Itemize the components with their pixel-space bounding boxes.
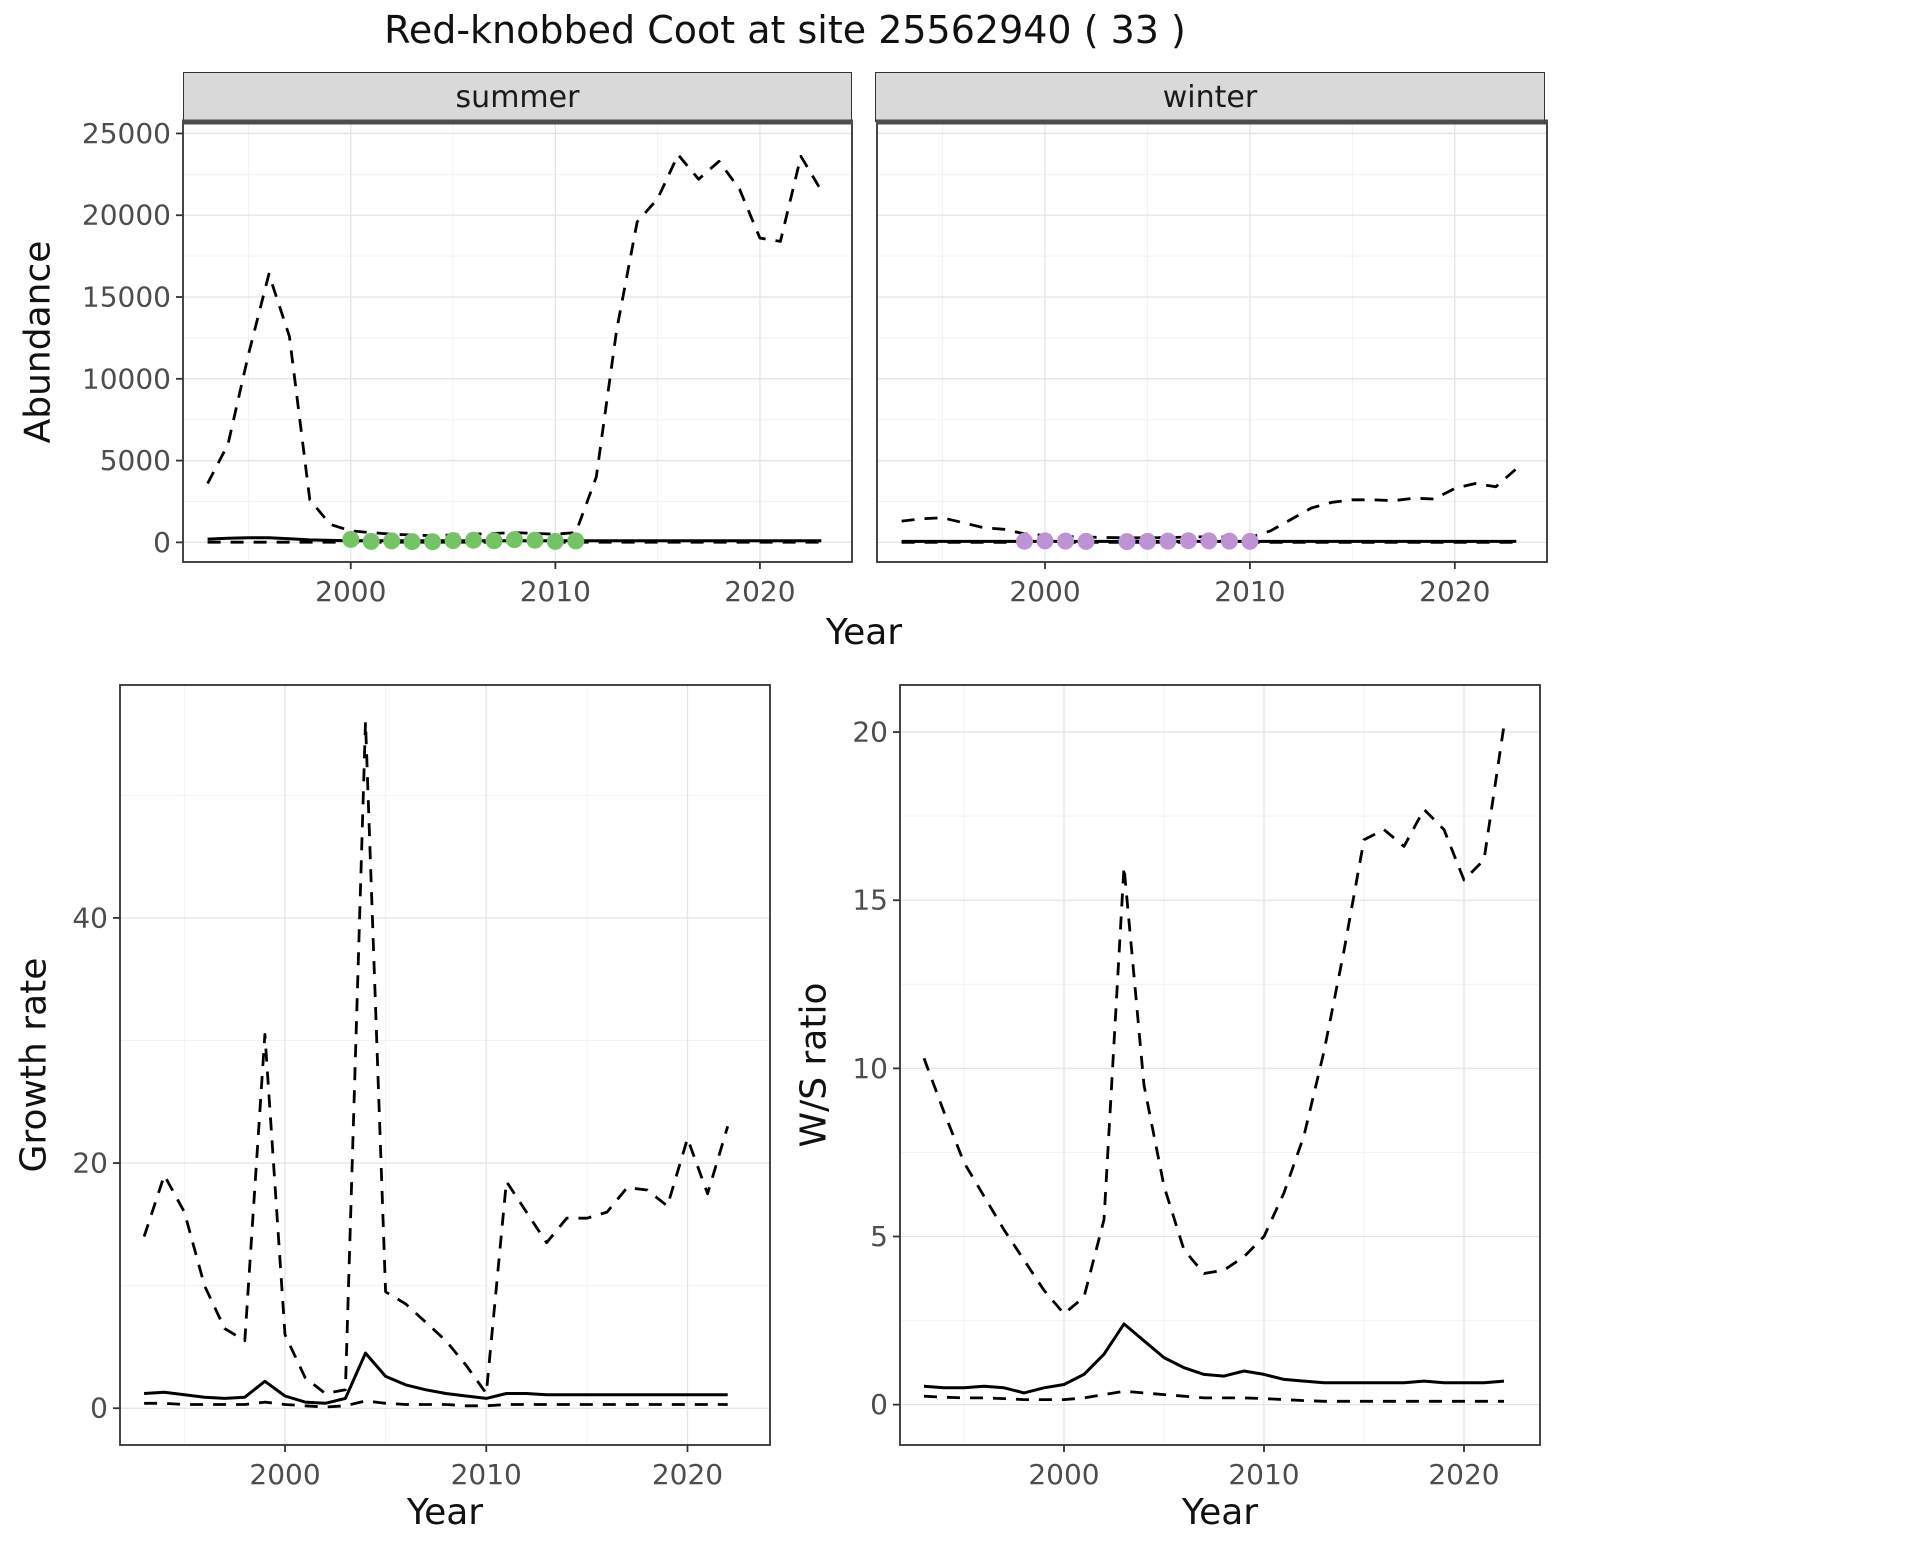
abundance-summer-observed-counts-point (567, 532, 585, 550)
ws-ratio-y-tick-label: 5 (870, 1220, 888, 1253)
abundance-winter-x-tick-label: 2020 (1419, 575, 1490, 608)
ws-ratio-x-axis-title: Year (1181, 1492, 1259, 1533)
ws-ratio-chart: 2000 2010 2020 0 5 10 15 20 (830, 678, 1555, 1512)
abundance-summer-x-tick-label: 2000 (315, 575, 386, 608)
abundance-winter-observed-counts-point (1118, 533, 1136, 551)
abundance-axis-title: Abundance (17, 240, 59, 444)
abundance-winter-chart: 2000 2010 2020 (875, 115, 1555, 619)
abundance-summer-upper-ci-line (206, 153, 823, 538)
abundance-summer-y-tick-label: 15000 (82, 281, 171, 314)
abundance-winter-observed-counts-point (1016, 532, 1033, 550)
abundance-winter-observed-counts-point (1139, 532, 1156, 550)
abundance-summer-observed-counts-point (342, 530, 360, 548)
growth-rate-panel-background (120, 685, 770, 1445)
ws-ratio-mean-line (923, 1322, 1505, 1395)
abundance-summer-observed-counts-point (383, 532, 401, 550)
abundance-summer-y-tick-label: 0 (153, 526, 171, 559)
ws-ratio-x-tick-label: 2020 (1428, 1458, 1499, 1491)
abundance-winter-observed-counts-point (1159, 532, 1177, 550)
abundance-summer-y-tick-label: 5000 (100, 444, 171, 477)
facet-strip-summer: summer (183, 72, 852, 122)
ws-ratio-axis-title: W/S ratio (793, 982, 835, 1148)
ws-ratio-y-tick-label: 20 (852, 716, 888, 749)
growth-rate-x-tick-label: 2020 (652, 1458, 723, 1491)
abundance-summer-observed-counts-point (485, 532, 503, 550)
abundance-summer-y-tick-label: 10000 (82, 362, 171, 395)
abundance-winter-observed-counts-point (1241, 532, 1259, 550)
abundance-winter-x-tick-label: 2000 (1009, 575, 1080, 608)
abundance-summer-x-tick-label: 2020 (724, 575, 795, 608)
growth-rate-y-tick-label: 20 (72, 1147, 108, 1180)
ws-ratio-x-tick-label: 2010 (1228, 1458, 1299, 1491)
abundance-summer-observed-counts-point (403, 533, 421, 551)
growth-rate-upper-ci-line (142, 720, 730, 1395)
abundance-winter-svg: 2000 2010 2020 (876, 119, 1548, 608)
facet-strip-summer-label: summer (455, 79, 580, 115)
growth-rate-lower-ci-line (144, 1399, 728, 1409)
ws-ratio-x-tick-label: 2000 (1028, 1458, 1099, 1491)
abundance-summer-observed-counts-point (546, 532, 564, 550)
growth-rate-x-tick-label: 2000 (249, 1458, 320, 1491)
ws-ratio-y-tick-label: 0 (870, 1388, 888, 1421)
growth-rate-chart: 2000 2010 2020 0 20 40 (50, 678, 780, 1512)
growth-rate-mean-line (144, 1351, 728, 1405)
abundance-summer-observed-counts-point (526, 531, 544, 549)
facet-strip-winter-label: winter (1162, 79, 1258, 115)
abundance-winter-observed-counts-point (1036, 532, 1054, 550)
abundance-summer-observed-counts-point (505, 531, 523, 549)
ws-ratio-panel-background (900, 685, 1540, 1445)
abundance-winter-observed-counts-point (1077, 532, 1095, 550)
abundance-summer-panel-background (183, 122, 852, 562)
abundance-x-axis-title: Year (825, 612, 903, 653)
abundance-summer-y-tick-label: 20000 (82, 199, 171, 232)
abundance-winter-observed-counts-point (1200, 532, 1218, 550)
ws-ratio-lower-ci-line (923, 1389, 1504, 1403)
growth-rate-axis-title: Growth rate (13, 957, 55, 1173)
abundance-summer-y-tick-label: 25000 (82, 117, 171, 150)
ws-ratio-upper-ci-line (922, 725, 1506, 1316)
abundance-winter-observed-counts-point (1220, 532, 1238, 550)
ws-ratio-svg: 2000 2010 2020 0 5 10 15 20 (852, 684, 1541, 1491)
abundance-winter-observed-counts-point (1057, 532, 1074, 550)
growth-rate-x-tick-label: 2010 (451, 1458, 522, 1491)
growth-rate-panel-border (119, 684, 771, 1446)
growth-rate-y-tick-label: 40 (72, 901, 108, 934)
abundance-winter-x-tick-label: 2010 (1214, 575, 1285, 608)
abundance-summer-observed-counts-point (362, 532, 380, 550)
abundance-winter-panel-background (877, 122, 1547, 562)
ws-ratio-y-tick-label: 15 (852, 884, 888, 917)
growth-rate-y-tick-label: 0 (90, 1392, 108, 1425)
ws-ratio-panel-border (899, 684, 1541, 1446)
abundance-summer-svg: 2000 2010 2020 0 5000 10000 15000 20000 25000 (82, 117, 853, 608)
abundance-winter-observed-counts-point (1179, 532, 1197, 550)
abundance-summer-x-tick-label: 2010 (520, 575, 591, 608)
growth-rate-svg: 2000 2010 2020 0 20 40 (72, 684, 771, 1491)
abundance-summer-observed-counts-point (444, 532, 462, 550)
abundance-summer-observed-counts-point (424, 533, 442, 551)
figure-title: Red-knobbed Coot at site 25562940 ( 33 ) (384, 8, 1186, 52)
growth-rate-x-axis-title: Year (406, 1492, 484, 1533)
ws-ratio-y-tick-label: 10 (852, 1052, 888, 1085)
abundance-summer-observed-counts-point (465, 531, 482, 549)
abundance-summer-chart: 2000 2010 2020 0 5000 10000 15000 20000 25000 (75, 115, 855, 619)
